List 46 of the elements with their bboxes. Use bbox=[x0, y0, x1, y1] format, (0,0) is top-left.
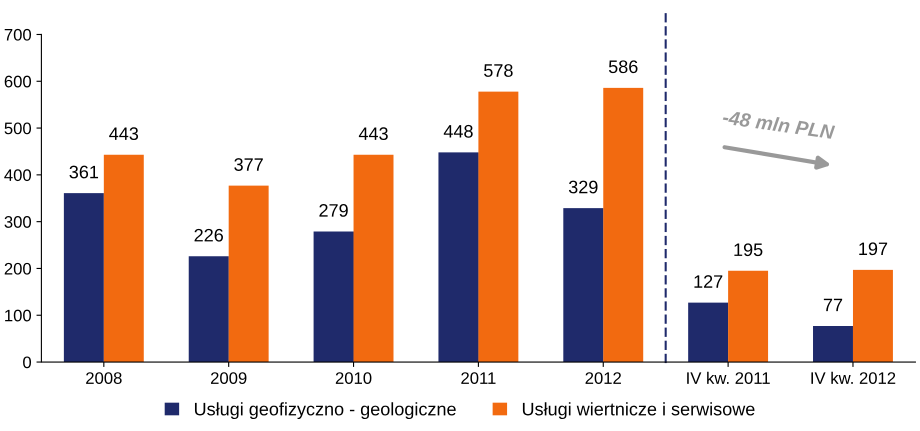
bar bbox=[104, 154, 144, 362]
bar bbox=[438, 152, 478, 362]
bar bbox=[64, 193, 104, 362]
data-label: 197 bbox=[859, 242, 888, 256]
data-label: 586 bbox=[608, 60, 638, 74]
bar bbox=[354, 154, 394, 362]
data-label: 361 bbox=[69, 166, 98, 178]
bar bbox=[228, 186, 269, 362]
data-label: 578 bbox=[484, 64, 513, 77]
data-label: 443 bbox=[109, 127, 138, 140]
annotation: -48 mln PLN bbox=[722, 110, 836, 140]
x-tick-label: IV kw. 2011 bbox=[687, 372, 770, 384]
y-tick-label: 400 bbox=[4, 169, 32, 182]
y-tick-label: 300 bbox=[4, 216, 32, 228]
y-tick-label: 0 bbox=[23, 356, 32, 368]
y-tick-label: 200 bbox=[4, 262, 32, 275]
bar bbox=[563, 208, 604, 362]
bar bbox=[852, 270, 893, 362]
bar bbox=[314, 231, 354, 362]
data-label: 443 bbox=[358, 127, 388, 140]
data-label: 226 bbox=[194, 228, 223, 242]
legend-label: Usługi wiertnicze i serwisowe bbox=[522, 402, 755, 420]
data-label: 195 bbox=[734, 243, 762, 256]
bar bbox=[688, 302, 728, 362]
bar bbox=[478, 92, 518, 362]
x-tick-label: 2011 bbox=[461, 372, 496, 384]
bar bbox=[728, 270, 768, 362]
data-label: 77 bbox=[824, 298, 842, 312]
x-tick-label: 2008 bbox=[86, 372, 122, 384]
y-tick-label: 500 bbox=[4, 122, 32, 134]
bar bbox=[813, 326, 853, 362]
bar bbox=[603, 88, 644, 362]
data-label: 377 bbox=[234, 158, 263, 171]
legend-label: Usługi geofizyczno - geologiczne bbox=[194, 402, 456, 420]
x-tick-label: 2012 bbox=[586, 372, 621, 384]
y-tick-label: 700 bbox=[4, 28, 32, 41]
data-label: 329 bbox=[568, 180, 598, 194]
data-label: 127 bbox=[694, 275, 722, 288]
data-label: 279 bbox=[319, 204, 348, 217]
bar bbox=[188, 256, 229, 362]
y-tick-label: 600 bbox=[4, 76, 32, 88]
x-tick-label: IV kw. 2012 bbox=[811, 372, 896, 384]
x-tick-label: 2010 bbox=[336, 372, 372, 384]
x-tick-label: 2009 bbox=[210, 372, 246, 384]
data-label: 448 bbox=[444, 124, 473, 138]
y-tick-label: 100 bbox=[5, 310, 32, 322]
